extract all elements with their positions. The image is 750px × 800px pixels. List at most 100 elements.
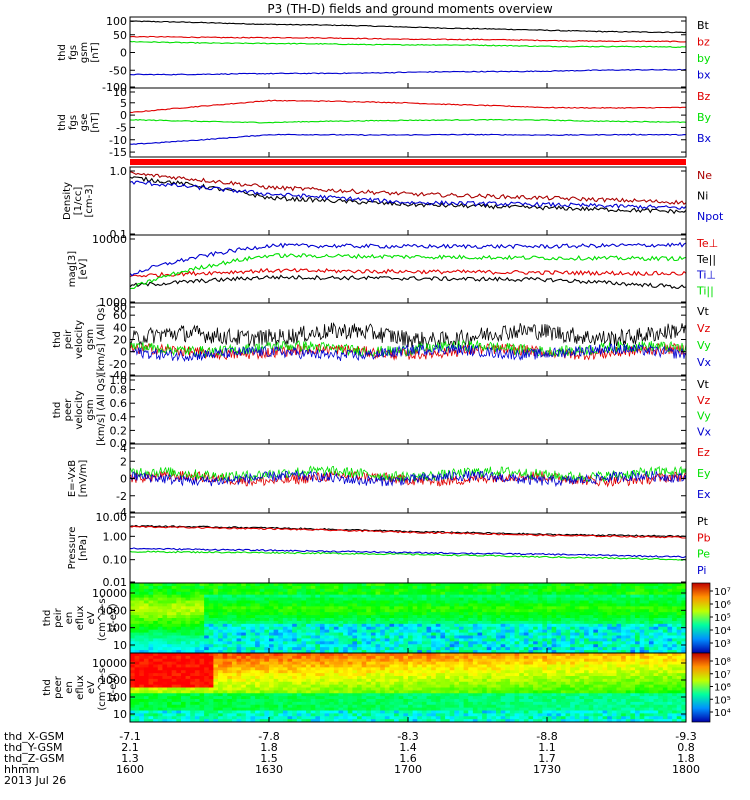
y-tick-label: 1.0 xyxy=(110,165,128,178)
series-Vt xyxy=(130,322,686,350)
colorbar-label: 10⁴ xyxy=(714,708,731,719)
legend-Ni: Ni xyxy=(697,190,708,203)
y-tick-label: 10000 xyxy=(92,233,127,246)
y-axis-label-line: gsm xyxy=(85,329,96,350)
y-tick-label: 0.8 xyxy=(110,384,128,397)
legend-Ne: Ne xyxy=(697,169,712,182)
y-axis-label-line: thd xyxy=(57,114,68,131)
y-axis-label-line: [nT] xyxy=(90,112,101,132)
legend-Ti||: Ti|| xyxy=(696,284,714,297)
axis-row-value: 1.4 xyxy=(399,741,417,754)
y-tick-label: 0.01 xyxy=(103,576,128,589)
y-axis-label-line: en xyxy=(64,681,75,694)
y-tick-label: 80 xyxy=(113,301,127,314)
panel-peer-en-eflux: 10⁸10⁷10⁶10⁵10⁴10000100010010thdpeerenef… xyxy=(42,652,731,723)
y-axis-label: thdpeervelocitygsm[km/s] (All Qs) xyxy=(52,374,107,446)
legend-Vy: Vy xyxy=(697,339,711,352)
axis-row-value: 1.8 xyxy=(677,752,695,765)
axis-row-value: 1.3 xyxy=(121,752,139,765)
y-tick-label: 20 xyxy=(113,334,127,347)
y-tick-label: 5 xyxy=(120,97,127,110)
y-axis-label-line: (cm^2-s- xyxy=(97,594,108,641)
legend-Bx: Bx xyxy=(697,132,712,145)
y-axis-label-line: [nT] xyxy=(90,42,101,62)
y-axis-label-line: thd xyxy=(52,331,63,348)
legend-Vz: Vz xyxy=(697,394,711,407)
colorbar-label: 10⁷ xyxy=(714,670,731,681)
axis-row-value: 1.5 xyxy=(260,752,278,765)
legend-Ey: Ey xyxy=(697,467,711,480)
y-axis-label-line: gsm xyxy=(79,42,90,63)
series-Pb xyxy=(130,525,686,539)
y-tick-label: 10 xyxy=(113,86,127,99)
y-axis-label-line: thd xyxy=(42,679,53,696)
plot-title: P3 (TH-D) fields and ground moments over… xyxy=(267,2,552,16)
series-group xyxy=(130,465,686,488)
y-tick-label: 0.2 xyxy=(110,424,128,437)
panels: 100500-50-100thdfgsgsm[nT]Btbzbybx1050-5… xyxy=(42,15,731,723)
y-tick-label: -5 xyxy=(116,121,127,134)
legend-Ti⊥: Ti⊥ xyxy=(696,269,716,282)
y-tick-label: 1.00 xyxy=(103,530,128,543)
legend-by: by xyxy=(697,52,711,65)
panel-density: 1.0 0.1 Density[1/cc][cm-3] Ne Ni Npot xyxy=(62,165,724,241)
y-tick-label: 1000 xyxy=(99,674,127,687)
y-tick-label: 1000 xyxy=(99,604,127,617)
series-Npot xyxy=(130,180,686,210)
series-Pi xyxy=(130,547,686,559)
colorbar-label: 10⁸ xyxy=(714,657,731,668)
legend-Vx: Vx xyxy=(697,425,712,438)
y-axis-label: thdpeerenefluxeV(cm^2-s-sr-eV) xyxy=(42,664,119,711)
y-tick-label: 0.4 xyxy=(110,411,128,424)
legend-Npot: Npot xyxy=(697,210,724,223)
y-tick-label: 0.10 xyxy=(103,554,128,567)
panel-frame xyxy=(129,512,687,584)
series-Te⊥ xyxy=(130,267,686,278)
series-group xyxy=(130,322,686,362)
y-axis-label: thdfgsgsm[nT] xyxy=(57,42,101,63)
series-Bt xyxy=(130,20,686,34)
axis-row-value: 1.6 xyxy=(399,752,417,765)
axis-row-label: thd_X-GSM xyxy=(4,730,64,743)
y-axis-label-line: (cm^2-s- xyxy=(97,664,108,711)
y-tick-label: 50 xyxy=(113,29,127,42)
y-axis-label-line: eV xyxy=(86,611,97,624)
panel-pressure: 10.00 1.00 0.10 0.01 Pressure[nPa] Pt Pb Pe Pi xyxy=(67,511,711,589)
y-axis-label-line: peir xyxy=(63,329,74,349)
y-axis-label: thdfgsgse[nT] xyxy=(57,112,101,132)
spectrogram-image xyxy=(130,583,686,653)
axis-row-value: -9.3 xyxy=(675,730,696,743)
legend-Vy: Vy xyxy=(697,410,711,423)
series-group xyxy=(130,20,686,76)
y-axis-label-line: peer xyxy=(63,398,74,422)
series-Te|| xyxy=(130,274,686,289)
legend-Vz: Vz xyxy=(697,322,711,335)
legend-Bt: Bt xyxy=(697,19,710,32)
y-axis-label: Density[1/cc][cm-3] xyxy=(62,182,95,220)
axis-row-value: 1800 xyxy=(672,763,700,776)
y-tick-label: -2 xyxy=(116,490,127,503)
y-axis-label: mag[3][eV] xyxy=(67,251,89,287)
y-axis-label-line: thd xyxy=(52,402,63,419)
panel-temperature: 10000 1000 mag[3][eV] Te⊥ Te|| Ti⊥ Ti|| xyxy=(67,233,718,309)
series-group xyxy=(130,171,686,215)
legend-By: By xyxy=(697,111,712,124)
legend-bx: bx xyxy=(697,69,711,82)
y-tick-label: -40 xyxy=(109,369,127,382)
y-axis-label-line: Pressure xyxy=(67,527,78,570)
series-Ti⊥ xyxy=(130,241,686,277)
y-axis-label-line: fgs xyxy=(68,115,79,130)
series-Ni xyxy=(130,176,686,215)
legend-Bz: Bz xyxy=(697,90,711,103)
y-tick-label: 0 xyxy=(120,346,127,359)
axis-row-label: thd_Z-GSM xyxy=(4,752,64,765)
y-axis-label-line: eflux xyxy=(75,606,86,631)
y-axis-label-line: thd xyxy=(57,44,68,61)
time-axis: thd_X-GSM -7.1 -7.8 -8.3 -8.8 -9.3 thd_Y-GSM 2.… xyxy=(4,730,700,787)
legend-Vx: Vx xyxy=(697,356,712,369)
axis-date: 2013 Jul 26 xyxy=(4,774,66,787)
y-axis-label-line: E=-VxB xyxy=(67,460,78,497)
